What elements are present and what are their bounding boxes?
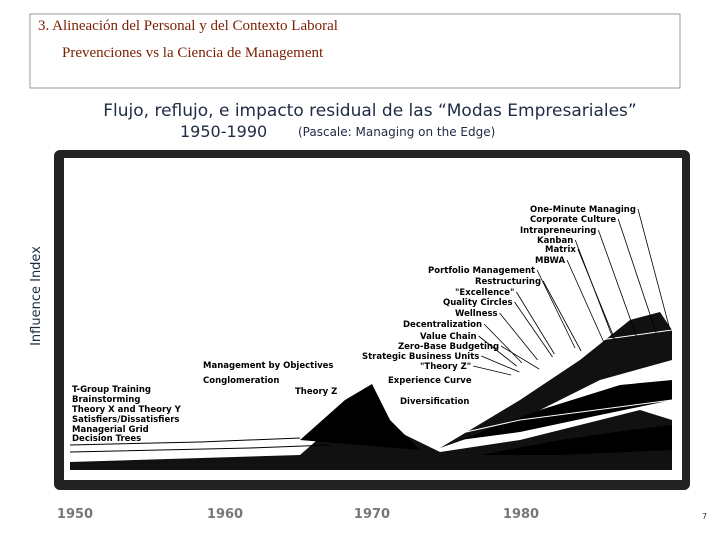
fad-label: Theory X and Theory Y: [72, 405, 182, 415]
leader-line: [536, 269, 576, 349]
fad-label: Strategic Business Units: [362, 352, 479, 362]
x-label: 1980: [503, 507, 539, 522]
leader-line: [499, 312, 538, 361]
fad-label: Decision Trees: [72, 434, 141, 444]
y-axis-label: Influence Index: [29, 246, 44, 346]
leader-line: [473, 365, 512, 376]
subtitle: Flujo, reflujo, e impacto residual de la…: [103, 101, 636, 121]
fad-label: Management by Objectives: [203, 361, 333, 371]
subtitle-source: (Pascale: Managing on the Edge): [298, 125, 495, 139]
header-line: Prevenciones vs la Ciencia de Management: [62, 45, 324, 61]
fad-label: Decentralization: [403, 320, 482, 330]
fad-label: Quality Circles: [443, 298, 513, 308]
fad-label: One-Minute Managing: [530, 205, 636, 215]
fad-label: Satisfiers/Dissatisfiers: [72, 415, 180, 425]
fad-label: Experience Curve: [388, 376, 472, 386]
leader-line: [597, 229, 637, 337]
leader-line: [617, 218, 657, 334]
leader-line: [542, 280, 582, 352]
fad-label: Value Chain: [420, 332, 477, 342]
leader-line: [478, 335, 517, 367]
fad-label: Diversification: [400, 397, 469, 407]
fad-label: T-Group Training: [72, 385, 151, 395]
fad-label: Managerial Grid: [72, 425, 149, 435]
page-number: 7: [702, 512, 707, 521]
fad-label: Theory Z: [295, 387, 337, 397]
fad-label: Zero-Base Budgeting: [398, 342, 499, 352]
fad-label: Brainstorming: [72, 395, 140, 405]
fad-label: Wellness: [455, 309, 498, 319]
subtitle-years: 1950-1990: [180, 122, 267, 141]
leader-line: [481, 355, 520, 373]
x-label: 1950: [57, 507, 93, 522]
x-label: 1970: [354, 507, 390, 522]
leader-line: [566, 259, 606, 346]
fad-label: Intrapreneuring: [520, 226, 596, 236]
fad-label: Restructuring: [475, 277, 541, 287]
header-line: 3. Alineación del Personal y del Context…: [38, 18, 338, 34]
leader-line: [500, 345, 540, 370]
fad-label: Matrix: [545, 245, 576, 255]
fad-label: Kanban: [537, 236, 573, 246]
fad-label: Conglomeration: [203, 376, 279, 386]
header-box: [29, 13, 681, 89]
x-label: 1960: [207, 507, 243, 522]
fad-label: Portfolio Management: [428, 266, 535, 276]
leader-line: [514, 301, 553, 358]
leader-line: [516, 291, 555, 355]
fad-label: "Excellence": [455, 288, 514, 298]
fad-label: MBWA: [535, 256, 565, 266]
fad-label: Corporate Culture: [530, 215, 616, 225]
leader-line: [483, 323, 523, 364]
leader-line: [637, 208, 671, 331]
leader-line: [577, 248, 617, 343]
fad-label: "Theory Z": [420, 362, 471, 372]
